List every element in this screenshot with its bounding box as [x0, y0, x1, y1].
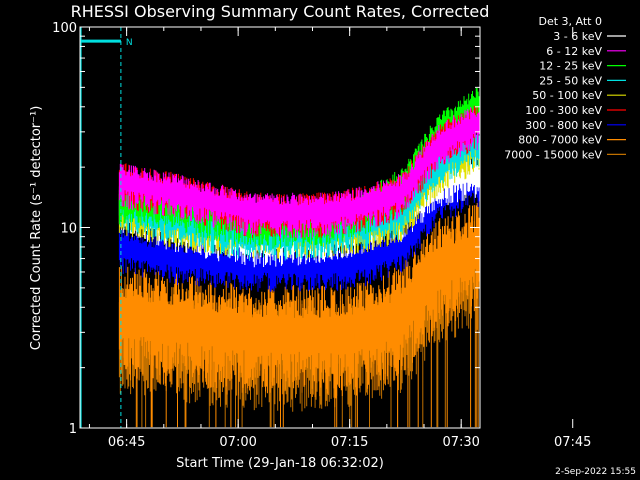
y-tick-label: 1 — [69, 422, 77, 437]
legend: Det 3, Att 0 3 - 6 keV 6 - 12 keV 12 - 25 k… — [504, 15, 626, 161]
legend-entry-label: 50 - 100 keV — [532, 89, 602, 102]
legend-entry-label: 800 - 7000 keV — [518, 134, 602, 147]
series-layer — [118, 88, 480, 428]
series-300-800kev — [118, 163, 480, 292]
legend-entry-label: 12 - 25 keV — [539, 60, 602, 73]
x-tick-label: 07:30 — [442, 435, 479, 450]
legend-entry-label: 300 - 800 keV — [525, 119, 602, 132]
y-axis-label: Corrected Count Rate (s⁻¹ detector⁻¹) — [29, 106, 44, 351]
legend-header: Det 3, Att 0 — [539, 15, 603, 28]
x-tick-label: 07:00 — [219, 435, 256, 450]
legend-entry-label: 25 - 50 keV — [539, 74, 602, 87]
timestamp: 2-Sep-2022 15:55 — [555, 467, 636, 477]
x-tick-label: 07:15 — [331, 435, 368, 450]
legend-entry-label: 7000 - 15000 keV — [504, 148, 602, 161]
x-tick-label: 06:45 — [108, 435, 145, 450]
chart-title: RHESSI Observing Summary Count Rates, Co… — [71, 2, 490, 21]
series-6-12kev — [118, 107, 480, 239]
y-tick-label: 10 — [60, 222, 77, 237]
y-tick-label: 100 — [52, 21, 77, 36]
legend-entry-label: 3 - 6 keV — [553, 30, 602, 43]
x-tick-label: 07:45 — [554, 435, 591, 450]
flag-annotation: N — [126, 38, 133, 48]
legend-entry-label: 6 - 12 keV — [546, 45, 602, 58]
legend-entry-label: 100 - 300 keV — [525, 104, 602, 117]
x-axis-label: Start Time (29-Jan-18 06:32:02) — [176, 456, 384, 471]
series-800-7000kev — [118, 203, 480, 428]
